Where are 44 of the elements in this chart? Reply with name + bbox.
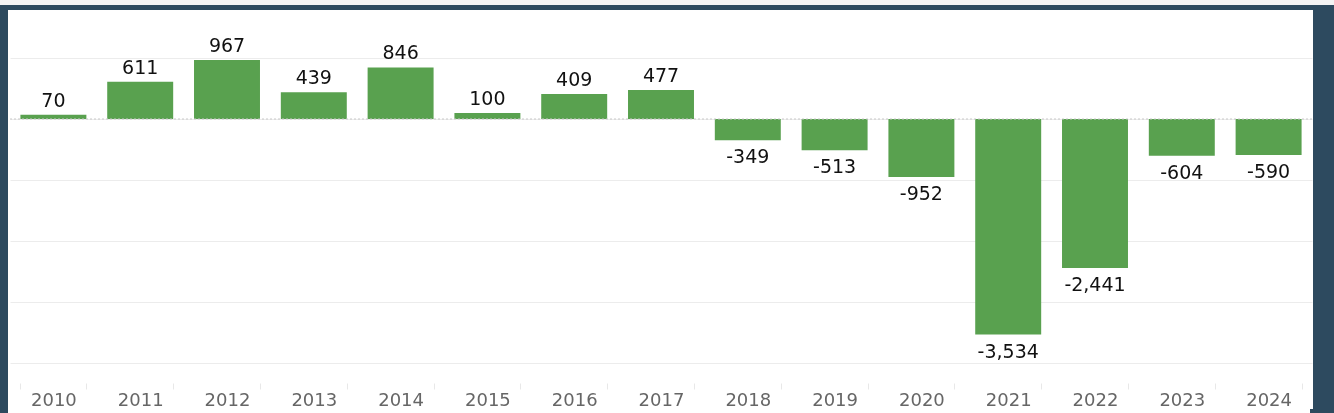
x-tick-label: 2024 — [1246, 388, 1293, 410]
data-label: -590 — [1247, 159, 1291, 182]
data-label: -3,534 — [977, 339, 1039, 362]
data-label: -513 — [813, 155, 857, 178]
x-tick-label: 2018 — [725, 388, 772, 410]
data-label: -604 — [1160, 160, 1204, 183]
x-tick-label: 2013 — [291, 388, 338, 410]
data-label: -2,441 — [1064, 272, 1126, 295]
bar — [194, 60, 260, 119]
data-label: 409 — [556, 68, 593, 91]
bar — [367, 67, 434, 119]
bar — [714, 119, 781, 141]
data-label: 477 — [642, 63, 680, 86]
bar — [975, 119, 1042, 335]
data-label: 967 — [208, 34, 246, 57]
bar — [1235, 119, 1302, 155]
bar — [454, 112, 521, 119]
x-tick-label: 2011 — [117, 388, 164, 410]
data-label: -349 — [726, 145, 770, 168]
x-tick-label: 2015 — [464, 388, 511, 410]
data-label: 100 — [469, 86, 506, 109]
data-label: 439 — [295, 66, 332, 89]
bar — [628, 89, 694, 119]
bar — [541, 94, 608, 119]
bar — [1062, 119, 1128, 268]
x-tick-label: 2022 — [1072, 388, 1119, 410]
x-tick-label: 2014 — [378, 388, 425, 410]
x-tick-label: 2010 — [30, 388, 77, 410]
x-tick-label: 2023 — [1159, 388, 1206, 410]
bar — [801, 119, 868, 151]
bar — [280, 92, 347, 119]
x-tick-label: 2012 — [204, 388, 251, 410]
data-label: 611 — [122, 55, 159, 78]
bar — [107, 81, 174, 119]
x-tick-label: 2020 — [898, 388, 945, 410]
bar — [888, 119, 955, 178]
data-label: -952 — [899, 182, 943, 205]
x-tick-label: 2021 — [985, 388, 1032, 410]
data-label: 846 — [382, 41, 419, 64]
data-label: 70 — [41, 88, 66, 111]
x-tick-label: 2016 — [551, 388, 598, 410]
x-tick-label: 2017 — [638, 388, 685, 410]
x-tick-label: 2019 — [812, 388, 859, 410]
bar — [1148, 119, 1215, 156]
